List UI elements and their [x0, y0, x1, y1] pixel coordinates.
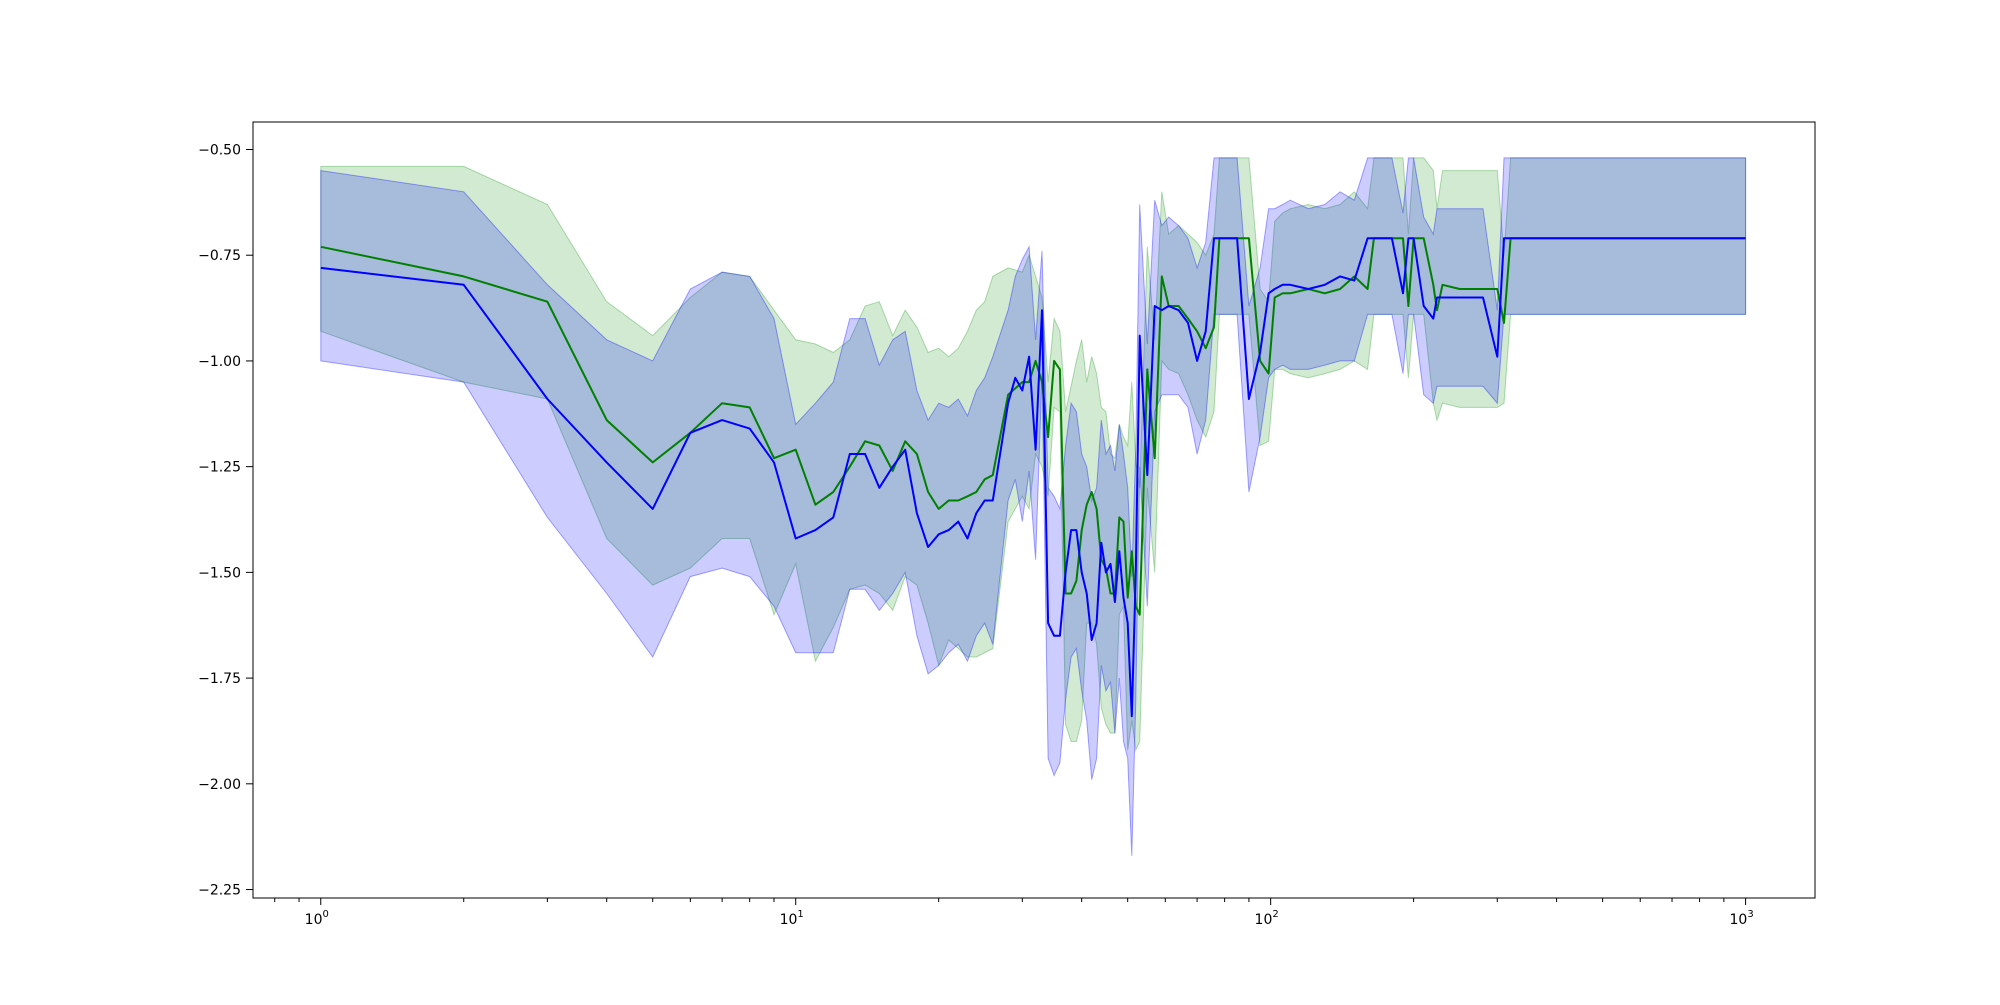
y-tick-label: −2.25: [198, 883, 241, 899]
series-lines: [320, 237, 1746, 718]
y-tick-label: −1.25: [198, 460, 241, 476]
x-tick-exponent: 1: [797, 909, 803, 920]
y-tick-label: −1.50: [198, 565, 241, 581]
series-1-band: [320, 157, 1747, 752]
y-tick-label: −1.00: [198, 354, 241, 370]
y-axis: −0.50 −0.75 −1.00 −1.25 −1.50 −1.75 −2.00 −2.25: [198, 142, 253, 899]
y-tick-label: −0.75: [198, 248, 241, 264]
x-tick-label: 100: [305, 909, 329, 928]
plot-frame: [252, 121, 1816, 899]
y-tick-label: −0.50: [198, 142, 241, 158]
y-tick-label: −2.00: [198, 777, 241, 793]
x-axis: 100 101 102 103: [274, 898, 1754, 928]
x-tick-label: 102: [1255, 909, 1279, 928]
x-tick-exponent: 3: [1747, 909, 1753, 920]
x-tick-exponent: 0: [322, 909, 328, 920]
y-tick-label: −1.75: [198, 671, 241, 687]
series-2-line: [320, 237, 1746, 718]
x-tick-label: 103: [1729, 909, 1753, 928]
x-tick-label: 101: [780, 909, 804, 928]
confidence-bands: [320, 157, 1747, 856]
series-2-band: [320, 157, 1747, 856]
x-tick-exponent: 2: [1272, 909, 1278, 920]
